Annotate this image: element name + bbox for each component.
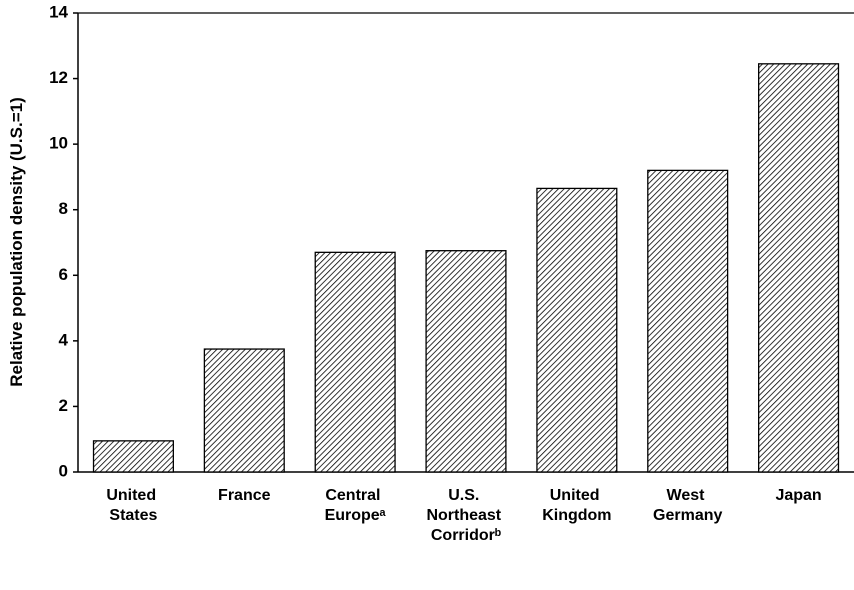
x-tick-label: United States xyxy=(106,487,160,524)
x-tick-label: United Kingdom xyxy=(542,487,611,524)
x-tick-label: France xyxy=(218,487,271,504)
y-tick-label: 4 xyxy=(59,330,69,349)
bar xyxy=(92,440,174,473)
x-tick-label: West Germany xyxy=(653,487,722,524)
y-tick-label: 0 xyxy=(59,461,68,480)
bar xyxy=(758,63,840,473)
bar xyxy=(536,187,618,473)
bar xyxy=(425,250,507,473)
x-tick-label: U.S. Northeast Corridorᵇ xyxy=(426,487,505,544)
x-tick-label: Central Europeᵃ xyxy=(325,487,386,524)
bar xyxy=(203,348,285,473)
y-tick-label: 8 xyxy=(59,199,68,218)
y-tick-label: 10 xyxy=(49,134,68,153)
y-axis-label: Relative population density (U.S.=1) xyxy=(7,97,26,387)
x-tick-label: Japan xyxy=(775,487,821,504)
y-tick-label: 12 xyxy=(49,68,68,87)
bar xyxy=(314,251,396,473)
bar xyxy=(647,169,729,473)
y-tick-label: 2 xyxy=(59,396,68,415)
y-tick-label: 6 xyxy=(59,265,68,284)
y-tick-label: 14 xyxy=(49,2,68,21)
